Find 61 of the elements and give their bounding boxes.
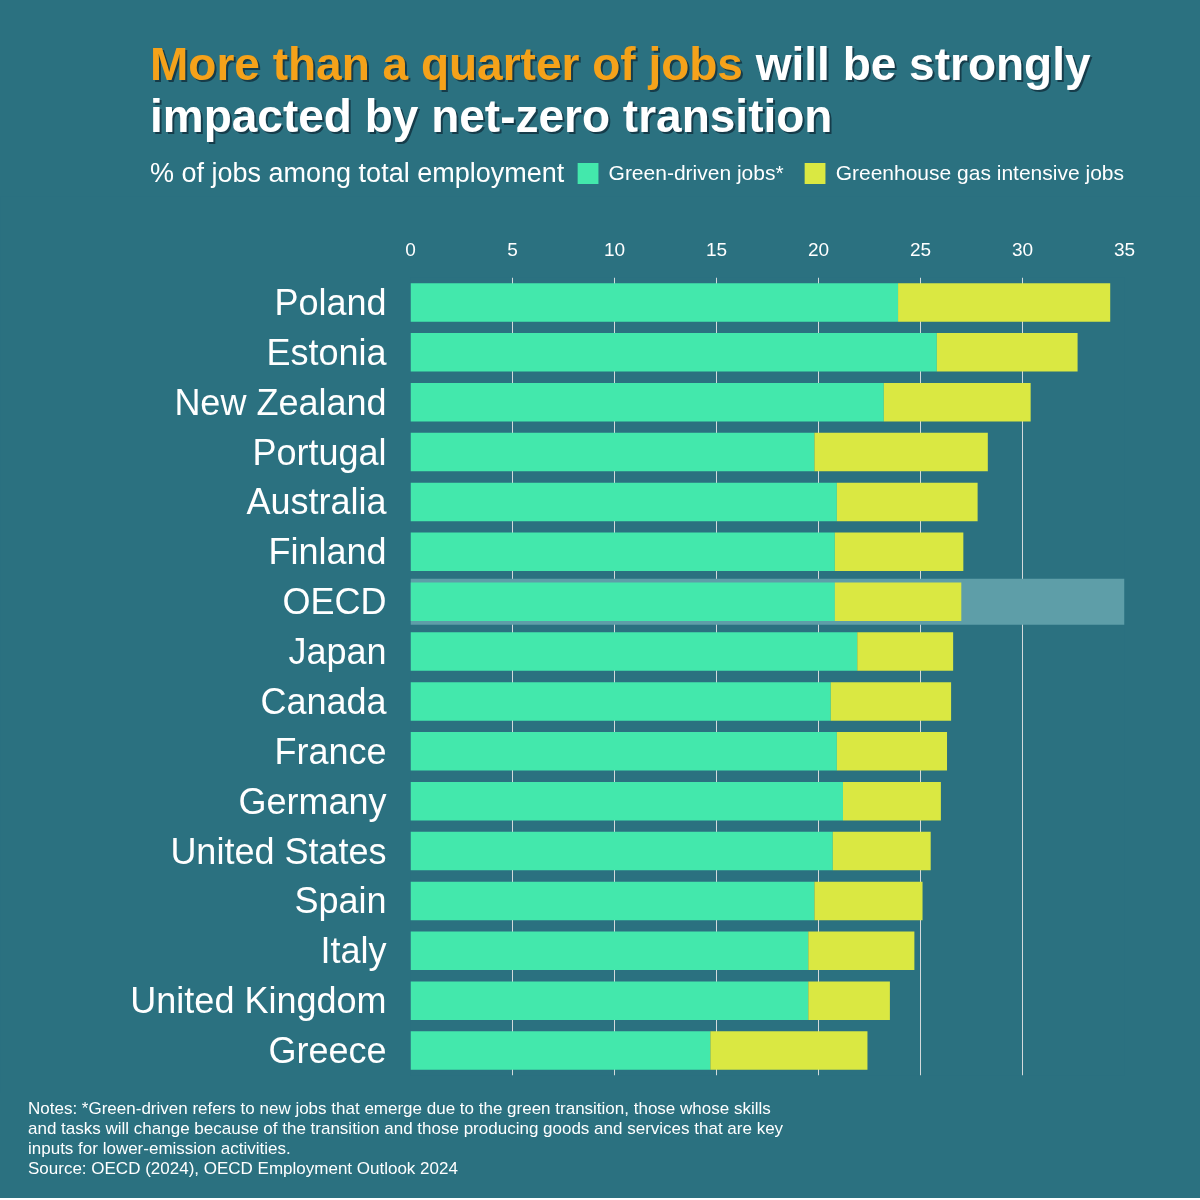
x-tick-label: 10	[603, 238, 626, 260]
legend-label: Green-driven jobs*	[608, 161, 784, 185]
bar	[410, 981, 809, 1020]
y-tick-label: Greece	[268, 1030, 387, 1072]
y-tick-label: Japan	[288, 631, 387, 673]
bar	[710, 1031, 868, 1070]
source-note: Source: OECD (2024), OECD Employment Outlook 2024	[28, 1159, 459, 1179]
bar	[814, 881, 923, 921]
y-tick-label: Canada	[260, 680, 388, 722]
bar	[808, 931, 915, 971]
bar	[410, 1031, 711, 1070]
bar	[883, 382, 1031, 422]
text: Notes: *Green-driven refers to new jobs that emerge due to the green transition, those whose skills and tasks will change because of the transition and those producing goods and services that are key inputs for lower-emission activities.	[28, 1099, 785, 1159]
bar	[836, 482, 978, 522]
bar	[410, 382, 884, 422]
y-tick-label: New Zealand	[174, 381, 387, 423]
bar	[834, 532, 964, 572]
bar	[936, 333, 1078, 372]
x-tick-label: 25	[909, 238, 932, 260]
y-tick-label: Australia	[246, 481, 388, 523]
bar	[410, 831, 833, 871]
bar	[842, 781, 941, 821]
bar	[410, 333, 937, 372]
y-tick-label: Germany	[238, 780, 387, 822]
x-tick-label: 30	[1011, 238, 1034, 260]
y-tick-label: Portugal	[252, 431, 387, 473]
bar	[857, 632, 954, 671]
y-tick-label: United States	[170, 830, 387, 872]
y-tick-label: OECD	[282, 581, 387, 623]
x-tick-label: 15	[705, 238, 728, 260]
x-tick-label: 20	[807, 238, 830, 260]
bar	[808, 981, 890, 1020]
bar	[898, 283, 1111, 322]
x-tick-label: 0	[405, 238, 416, 260]
y-tick-label: Spain	[294, 880, 387, 922]
chart-subtitle: % of jobs among total employment	[150, 158, 566, 188]
bar	[410, 283, 899, 322]
bar	[410, 432, 815, 472]
y-tick-label: United Kingdom	[130, 980, 387, 1022]
bar	[834, 582, 962, 621]
legend-label: Greenhouse gas intensive jobs	[835, 161, 1124, 185]
bar	[410, 682, 831, 721]
x-tick-label: 35	[1113, 238, 1136, 260]
y-tick-label: Estonia	[266, 331, 388, 373]
bar	[830, 682, 952, 721]
bar	[410, 781, 843, 821]
x-tick-label: 5	[507, 238, 518, 260]
bar	[410, 732, 837, 771]
bar	[410, 532, 835, 572]
y-tick-label: Poland	[274, 281, 387, 323]
bar	[410, 931, 809, 971]
bar	[410, 482, 837, 522]
bar	[814, 432, 988, 472]
y-tick-label: Italy	[320, 930, 387, 972]
y-tick-label: France	[274, 730, 387, 772]
chart-title: More than a quarter of jobs will be strongly impacted by net-zero transition	[150, 38, 1092, 142]
bar	[410, 881, 815, 921]
bar	[410, 632, 858, 671]
bar	[832, 831, 931, 871]
bar	[836, 732, 948, 771]
y-tick-label: Finland	[268, 531, 387, 573]
